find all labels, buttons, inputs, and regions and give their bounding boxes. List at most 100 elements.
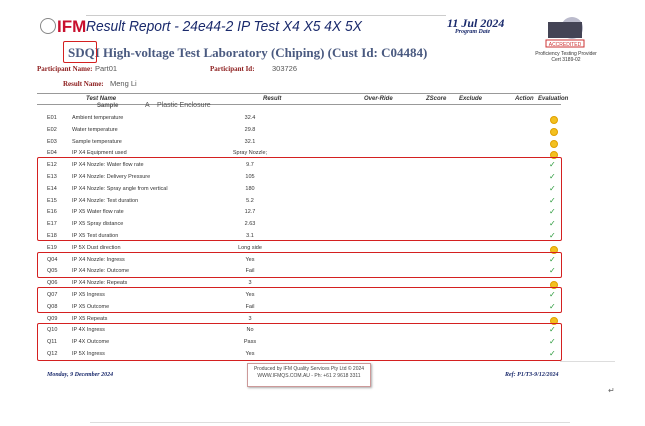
lab-name: High-voltage Test Laboratory (Chiping) (… xyxy=(103,45,428,60)
test-name: IP X4 Nozzle: Ingress xyxy=(72,256,125,263)
accreditation-text: Proficiency Testing Provider Cert 3189-0… xyxy=(535,51,597,63)
test-result: Yes xyxy=(245,351,255,357)
warning-icon xyxy=(550,151,558,160)
test-code: Q11 xyxy=(47,339,57,346)
participant-id: 303726 xyxy=(272,64,298,73)
producer-box: Produced by IFM Quality Services Pty Ltd… xyxy=(247,363,371,387)
laboratory-name: SDQI High-voltage Test Laboratory (Chipi… xyxy=(68,45,427,61)
test-name: IP 5X Dust direction xyxy=(72,244,121,251)
table-row: E12 IP X4 Nozzle: Water flow rate 9.7 ✓ xyxy=(0,160,645,172)
table-row: Q10 IP 4X Ingress No ✓ xyxy=(0,325,645,337)
table-row: E13 IP X4 Nozzle: Delivery Pressure 105 ✓ xyxy=(0,172,645,184)
test-result: No xyxy=(246,327,254,334)
table-row: E04 IP X4 Equipment used Spray Nozzle; xyxy=(0,149,645,160)
test-name: Water temperature xyxy=(72,126,118,133)
test-result: 105 xyxy=(245,174,255,180)
col-evaluation: Evaluation xyxy=(538,96,569,102)
test-name: IP X4 Nozzle: Water flow rate xyxy=(72,162,144,169)
col-override: Over-Ride xyxy=(364,96,393,102)
check-icon: ✓ xyxy=(549,301,556,311)
test-result: 3 xyxy=(248,280,252,287)
check-icon: ✓ xyxy=(549,266,556,276)
test-result: Spray Nozzle; xyxy=(232,150,268,157)
test-code: Q05 xyxy=(47,268,58,275)
table-row: Q05 IP X4 Nozzle: Outcome Fail ✓ xyxy=(0,266,645,278)
test-result: Yes xyxy=(245,292,255,298)
test-result: Fail xyxy=(245,303,255,310)
footer-date: Monday, 9 December 2024 xyxy=(47,372,114,378)
result-name: Meng Li xyxy=(110,79,137,88)
table-row: E19 IP 5X Dust direction Long side xyxy=(0,244,645,255)
table-row: Q12 IP 5X Ingress Yes ✓ xyxy=(0,349,645,361)
test-code: E03 xyxy=(47,138,57,145)
table-row: Q08 IP X5 Outcome Fail ✓ xyxy=(0,301,645,314)
divider xyxy=(90,422,570,423)
highlight-box xyxy=(37,323,562,361)
test-name: IP X5 Water flow rate xyxy=(72,209,124,216)
test-name: IP X4 Nozzle: Outcome xyxy=(72,268,130,275)
test-name: IP X5 Outcome xyxy=(72,303,110,310)
table-row: E15 IP X4 Nozzle: Test duration 5.2 ✓ xyxy=(0,196,645,208)
col-action: Action xyxy=(515,96,534,102)
highlight-box xyxy=(63,41,97,63)
test-name: IP X4 Nozzle: Test duration xyxy=(72,197,139,204)
divider xyxy=(560,361,615,362)
paragraph-mark: ↵ xyxy=(608,386,615,395)
test-result: Fail xyxy=(245,268,255,275)
test-result: 9.7 xyxy=(246,162,254,169)
globe-icon xyxy=(40,18,56,34)
test-name: IP X4 Nozzle: Delivery Pressure xyxy=(72,174,151,180)
col-zscore: ZScore xyxy=(426,96,447,102)
test-code: Q09 xyxy=(47,315,58,322)
table-row: E14 IP X4 Nozzle: Spray angle from vertic… xyxy=(0,184,645,196)
program-date: 11 Jul 2024 xyxy=(447,16,505,30)
table-row: E02 Water temperature 29.8 xyxy=(0,126,645,137)
test-name: IP X5 Spray distance xyxy=(72,221,124,228)
test-code: Q04 xyxy=(47,256,58,263)
check-icon: ✓ xyxy=(549,349,556,358)
test-code: E18 xyxy=(47,233,57,239)
warning-icon xyxy=(550,245,558,254)
table-row: Q07 IP X5 Ingress Yes ✓ xyxy=(0,290,645,302)
test-result: 3 xyxy=(248,315,252,322)
warning-icon xyxy=(550,139,558,148)
divider xyxy=(86,15,446,16)
sample-label: Sample xyxy=(97,103,119,109)
test-result: 2.63 xyxy=(244,221,256,228)
check-icon: ✓ xyxy=(549,325,556,335)
test-name: IP X4 Equipment used xyxy=(72,150,127,157)
test-result: 3.1 xyxy=(246,233,254,239)
highlight-box xyxy=(37,157,562,241)
table-row: E03 Sample temperature 32.1 xyxy=(0,138,645,149)
test-name: IP 5X Ingress xyxy=(72,351,105,357)
test-code: E13 xyxy=(47,174,57,180)
test-code: Q07 xyxy=(47,292,58,298)
ifm-logo: IFM xyxy=(40,17,86,37)
test-result: 29.8 xyxy=(244,126,256,133)
result-name-label: Result Name: xyxy=(63,80,104,88)
test-name: IP X4 Nozzle: Repeats xyxy=(72,280,128,287)
table-row: Q09 IP X5 Repeats 3 xyxy=(0,315,645,326)
test-name: IP X5 Repeats xyxy=(72,315,108,322)
check-icon: ✓ xyxy=(549,172,556,181)
test-code: E12 xyxy=(47,162,57,169)
table-row: E18 IP X5 Test duration 3.1 ✓ xyxy=(0,231,645,243)
footer-ref: Ref: P1/T3-9/12/2024 xyxy=(505,372,559,378)
test-code: Q08 xyxy=(47,303,58,310)
participant-name: Part01 xyxy=(95,64,118,73)
check-icon: ✓ xyxy=(549,290,556,299)
producer-line: Produced by IFM Quality Services Pty Ltd… xyxy=(253,366,365,372)
col-exclude: Exclude xyxy=(459,96,483,102)
check-icon: ✓ xyxy=(549,219,556,229)
producer-contact: WWW.IFMQS.COM.AU - Ph: +61 2 9618 3311 xyxy=(257,373,361,379)
test-code: E15 xyxy=(47,197,57,204)
svg-text:ACCREDITED: ACCREDITED xyxy=(549,42,582,48)
test-result: Yes xyxy=(245,256,255,263)
test-result: 12.7 xyxy=(244,209,256,216)
col-result: Result xyxy=(263,96,282,102)
test-code: E02 xyxy=(47,126,57,133)
test-result: 32.4 xyxy=(244,115,256,121)
test-name: IP 4X Ingress xyxy=(72,327,105,334)
logo-text: IFM xyxy=(57,17,87,36)
test-code: E01 xyxy=(47,115,57,121)
